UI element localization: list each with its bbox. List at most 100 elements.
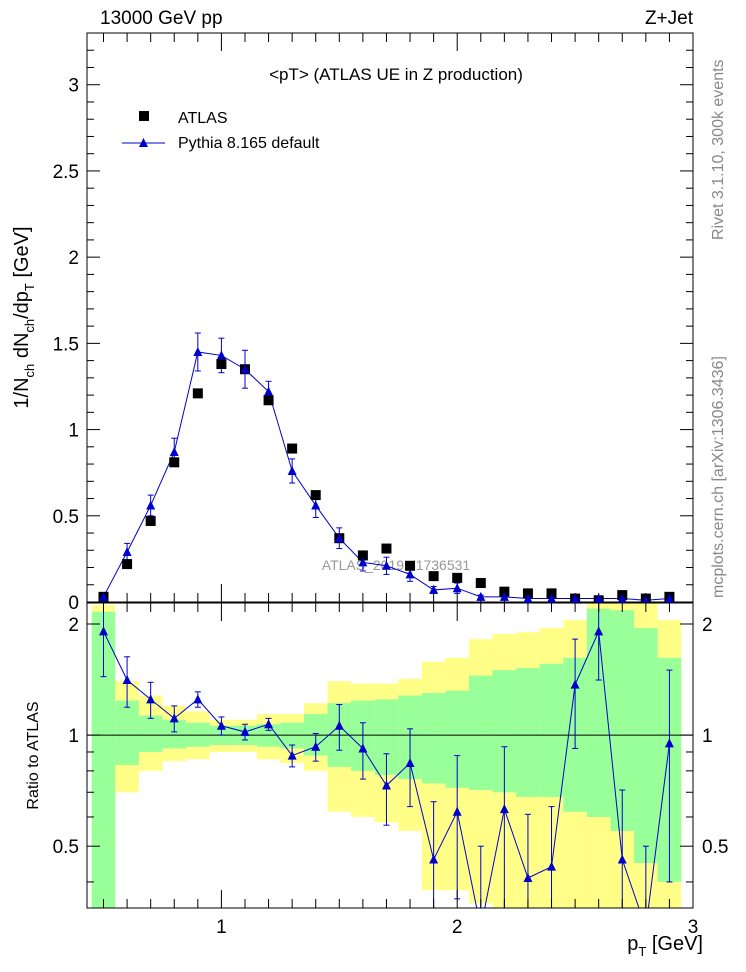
main-frame xyxy=(86,32,694,603)
pythia-point xyxy=(193,346,203,356)
ratio-band-inner xyxy=(610,610,635,831)
ratio-point xyxy=(523,872,533,882)
atlas-data-point xyxy=(405,560,416,571)
ratio-point xyxy=(499,804,509,814)
main-y-axis-label: 1/Nch dNch/dpT [GeV] xyxy=(11,226,37,408)
main-panel: 0 0.5 1 1.5 2 2.5 3 1/Nch dNch/dpT [GeV] <pT> (A… xyxy=(11,32,694,614)
x-tick-label: 2 xyxy=(452,917,463,938)
pythia-point xyxy=(358,557,368,567)
ratio-point xyxy=(570,679,580,689)
ratio-point xyxy=(405,758,415,768)
ratio-band-inner xyxy=(115,700,139,765)
main-y-tick-label: 3 xyxy=(68,76,79,97)
ratio-point xyxy=(429,854,439,864)
pythia-point xyxy=(523,593,533,603)
main-y-tick-label: 0 xyxy=(68,593,79,614)
ratio-point xyxy=(216,720,226,730)
pythia-point xyxy=(594,593,604,603)
pythia-point xyxy=(429,584,439,594)
ratio-band-inner xyxy=(91,611,116,908)
ratio-y-axis-label: Ratio to ATLAS xyxy=(25,701,42,809)
atlas-data-point xyxy=(192,388,203,399)
ratio-band-inner xyxy=(162,719,187,749)
main-y-tick-label: 2 xyxy=(68,248,79,269)
pythia-point xyxy=(216,350,226,360)
legend-label-pythia: Pythia 8.165 default xyxy=(178,135,320,152)
atlas-data-point xyxy=(452,572,463,583)
pythia-point xyxy=(240,364,250,374)
pythia-point xyxy=(287,465,297,475)
pythia-point xyxy=(664,593,674,603)
atlas-data-point xyxy=(287,443,298,454)
ratio-point xyxy=(287,750,297,760)
ratio-band-inner xyxy=(492,670,517,793)
ratio-point xyxy=(381,780,391,790)
pythia-point xyxy=(547,593,557,603)
collision-energy-label: 13000 GeV pp xyxy=(100,8,223,29)
ratio-band-inner xyxy=(421,693,446,784)
atlas-data-point xyxy=(357,550,368,561)
ratio-band-inner xyxy=(468,675,493,790)
legend-marker-pythia xyxy=(139,138,148,147)
analysis-watermark: ATLAS_2019_I1736531 xyxy=(322,557,471,573)
pythia-point xyxy=(381,560,391,570)
pythia-point xyxy=(641,595,651,605)
pythia-point xyxy=(499,591,509,601)
ratio-point xyxy=(617,854,627,864)
ratio-y-tick-label-right: 0.5 xyxy=(702,837,728,858)
ratio-band-inner xyxy=(280,722,304,749)
main-y-tick-label: 0.5 xyxy=(53,507,79,528)
pythia-point xyxy=(169,446,179,456)
ratio-point xyxy=(99,626,109,636)
ratio-point xyxy=(334,720,344,730)
ratio-y-tick-label-right: 1 xyxy=(702,726,713,747)
ratio-band-inner xyxy=(634,628,658,864)
atlas-data-point xyxy=(546,588,557,599)
legend-label-atlas: ATLAS xyxy=(178,110,228,127)
ratio-point xyxy=(146,694,156,704)
atlas-data-point xyxy=(475,578,486,589)
ratio-point xyxy=(547,861,557,871)
ratio-panel: 0.5 0.5 1 1 2 2 1 2 3 Ratio to ATLAS pT [GeV] xyxy=(25,602,728,959)
ratio-point xyxy=(193,694,203,704)
atlas-data-point xyxy=(381,543,392,554)
chart-title: <pT> (ATLAS UE in Z production) xyxy=(269,65,523,84)
main-y-tick-label: 1 xyxy=(68,421,79,442)
ratio-band-inner xyxy=(539,663,564,797)
pythia-point xyxy=(617,593,627,603)
ratio-point xyxy=(664,738,674,748)
atlas-data-point xyxy=(145,515,156,526)
ratio-y-tick-label-left: 0.5 xyxy=(53,837,79,858)
ratio-point xyxy=(122,675,132,685)
ratio-point xyxy=(240,726,250,736)
atlas-data-point xyxy=(428,571,439,582)
atlas-data-point xyxy=(522,588,533,599)
main-y-tick-label: 2.5 xyxy=(53,162,79,183)
pythia-point xyxy=(334,533,344,543)
ratio-y-tick-label-left: 1 xyxy=(68,726,79,747)
x-tick-label: 3 xyxy=(688,917,699,938)
process-label: Z+Jet xyxy=(644,8,693,29)
ratio-band-inner xyxy=(138,715,163,752)
legend-marker-atlas xyxy=(139,111,149,121)
pythia-point xyxy=(570,593,580,603)
x-tick-label: 1 xyxy=(216,917,227,938)
ratio-band-inner xyxy=(516,667,540,797)
pythia-point xyxy=(476,591,486,601)
ratio-frame xyxy=(86,602,694,909)
ratio-band-inner xyxy=(374,699,399,775)
ratio-point xyxy=(594,626,604,636)
ratio-point xyxy=(452,806,462,816)
ratio-point xyxy=(169,713,179,723)
atlas-data-point xyxy=(310,490,321,501)
ratio-y-tick-label-right: 2 xyxy=(702,615,713,636)
atlas-data-point xyxy=(263,395,274,406)
pythia-point xyxy=(264,386,274,396)
ratio-band-inner xyxy=(445,690,469,788)
pythia-point xyxy=(311,500,321,510)
pythia-point xyxy=(405,569,415,579)
ratio-band-inner xyxy=(586,608,611,817)
x-axis-label: pT [GeV] xyxy=(627,933,703,959)
pythia-point xyxy=(146,500,156,510)
